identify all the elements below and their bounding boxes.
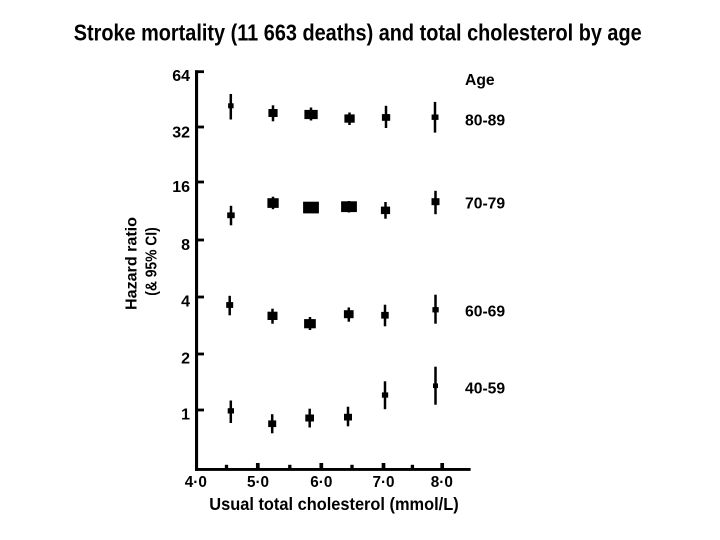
svg-text:4: 4: [181, 294, 190, 311]
svg-text:8·0: 8·0: [431, 474, 453, 491]
svg-text:Usual total cholesterol (mmol/: Usual total cholesterol (mmol/L): [209, 494, 458, 514]
svg-text:40-59: 40-59: [465, 380, 505, 397]
svg-text:8: 8: [181, 237, 190, 254]
svg-text:5·0: 5·0: [247, 474, 269, 491]
svg-text:64: 64: [172, 68, 190, 85]
svg-text:(& 95% CI): (& 95% CI): [144, 227, 161, 296]
svg-text:60-69: 60-69: [465, 304, 505, 321]
svg-text:80-89: 80-89: [465, 112, 505, 129]
svg-text:Age: Age: [465, 72, 495, 89]
svg-text:6·0: 6·0: [310, 474, 332, 491]
svg-text:2: 2: [181, 351, 190, 368]
svg-text:7·0: 7·0: [372, 474, 394, 491]
svg-text:70-79: 70-79: [465, 196, 505, 213]
svg-text:4·0: 4·0: [185, 474, 207, 491]
svg-text:Hazard ratio: Hazard ratio: [123, 217, 140, 310]
svg-text:32: 32: [172, 124, 190, 141]
svg-text:Stroke mortality (11 663 death: Stroke mortality (11 663 deaths) and tot…: [74, 20, 642, 46]
svg-text:16: 16: [172, 179, 190, 196]
svg-text:1: 1: [181, 407, 190, 424]
